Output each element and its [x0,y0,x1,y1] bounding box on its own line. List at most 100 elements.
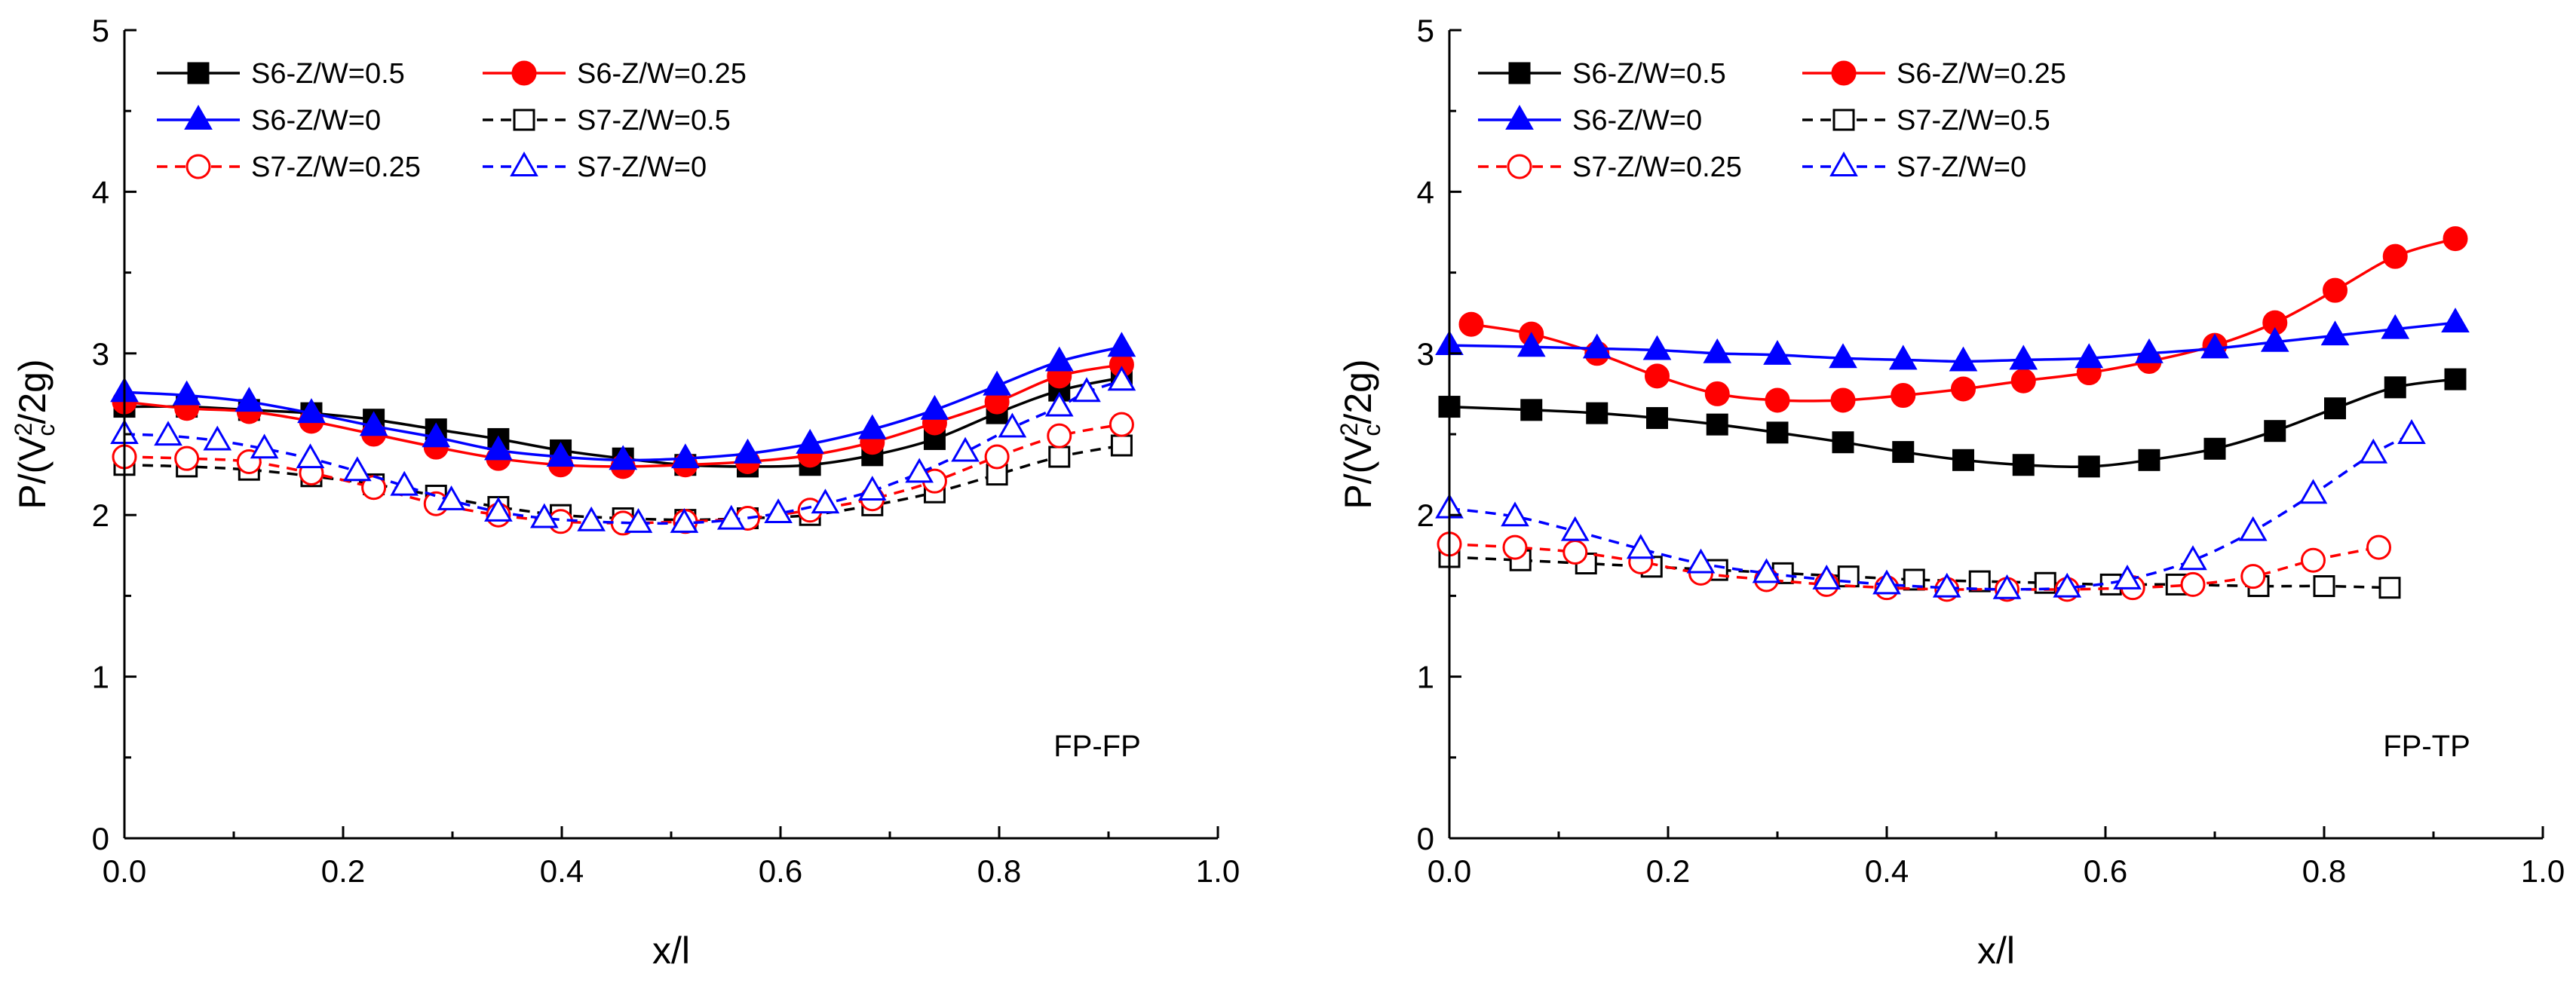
legend-item: S7-Z/W=0 [1802,152,2026,183]
data-point [1829,343,1857,369]
data-point [235,387,264,412]
data-point [984,444,1010,470]
data-point [671,443,700,469]
legend-marker [186,154,211,179]
legend-item: S6-Z/W=0.5 [1478,58,1726,90]
y-tick-label: 3 [1417,336,1434,372]
series-3 [110,332,1136,470]
data-point [2313,575,2335,598]
legend-marker [184,105,213,130]
y-tick-label: 4 [92,174,109,210]
data-point [2113,565,2142,589]
legend-marker [510,152,538,176]
data-point [297,398,326,424]
legend-label: S6-Z/W=0.25 [1897,58,2066,90]
data-point [2443,226,2468,252]
data-point [1645,363,1670,389]
series-line [1449,543,2379,591]
data-point [857,414,887,439]
legend: S6-Z/W=0.5 S6-Z/W=0.25 S6-Z/W=0 S7-Z/W=0.5 S… [157,58,747,183]
data-point [2075,343,2104,369]
data-point [577,506,606,531]
data-point [1892,441,1915,464]
data-point [1501,501,1529,527]
legend-label: S7-Z/W=0 [577,152,707,183]
legend-label: S7-Z/W=0.25 [251,152,421,183]
data-point [2366,534,2391,560]
series-2 [1458,226,2468,413]
legend-item: S6-Z/W=0.5 [157,58,405,90]
data-point [2324,397,2346,420]
data-point [1903,568,1925,591]
data-point [2381,314,2410,339]
legend-item: S7-Z/W=0.5 [1802,105,2050,136]
data-point [154,421,182,446]
data-point [250,433,279,459]
data-point [998,412,1027,438]
data-point [437,485,466,510]
legend-label: S6-Z/W=0.5 [1572,58,1726,90]
data-point [2359,438,2388,464]
legend-marker [1507,154,1532,179]
series-6 [110,366,1136,533]
data-point [1872,569,1901,595]
data-point [1752,558,1781,583]
y-axis-title: P/(V2c/2g) [1336,359,1385,509]
y-tick-label: 0 [92,821,109,856]
legend-item: S7-Z/W=0 [483,152,707,183]
data-point [2135,338,2164,363]
data-point [2179,545,2207,571]
legend-marker [1829,152,1858,176]
data-point [1766,421,1789,444]
series-line [124,345,1122,462]
series-3 [1435,308,2470,372]
data-point [2180,571,2206,597]
data-point [2010,368,2036,394]
legend-label: S7-Z/W=0.5 [1897,105,2050,136]
x-tick-label: 0.4 [1865,853,1909,889]
data-point [203,425,232,451]
y-tick-label: 0 [1417,821,1434,856]
data-point [857,476,887,501]
data-point [1520,399,1543,421]
data-point [2298,479,2328,504]
data-point [986,464,1008,486]
x-tick-label: 0.2 [1646,853,1690,889]
data-point [2320,320,2350,346]
data-point [1586,402,1608,424]
data-point [1110,434,1133,457]
data-point [484,435,513,461]
legend-label: S6-Z/W=0.5 [251,58,405,90]
panel-label: FP-TP [2383,730,2470,763]
legend: S6-Z/W=0.5 S6-Z/W=0.25 S6-Z/W=0 S7-Z/W=0.5 S… [1478,58,2066,183]
y-tick-label: 2 [92,498,109,533]
legend-marker [1508,62,1531,84]
data-point [2323,277,2348,303]
data-point [1951,376,1976,402]
data-point [1044,346,1074,372]
data-point [2384,376,2406,399]
data-point [764,498,793,524]
data-point [1949,346,1978,372]
data-point [2078,455,2100,478]
x-tick-label: 0.8 [2302,853,2346,889]
y-tick-label: 5 [1417,13,1434,48]
data-point [1626,534,1655,559]
data-point [1044,391,1074,417]
data-point [1646,407,1668,430]
legend-marker [1832,109,1855,131]
data-point [2203,437,2226,460]
chart-panel-1: 0.0 0.2 0.4 0.6 0.8 1.0 0 1 2 3 4 5 x/l P/(V2c/2g) FP-… [10,13,1240,972]
series-line [1449,433,2412,591]
legend-item: S7-Z/W=0.5 [483,105,731,136]
data-point [1830,387,1856,413]
legend-marker [513,109,535,131]
legend-marker [1831,60,1857,86]
legend-label: S6-Z/W=0 [251,105,381,136]
data-point [2378,577,2401,599]
data-point [1765,387,1790,413]
data-point [296,443,325,469]
data-point [1891,383,1916,409]
series-6 [1435,419,2426,599]
y-tick-label: 2 [1417,498,1434,533]
